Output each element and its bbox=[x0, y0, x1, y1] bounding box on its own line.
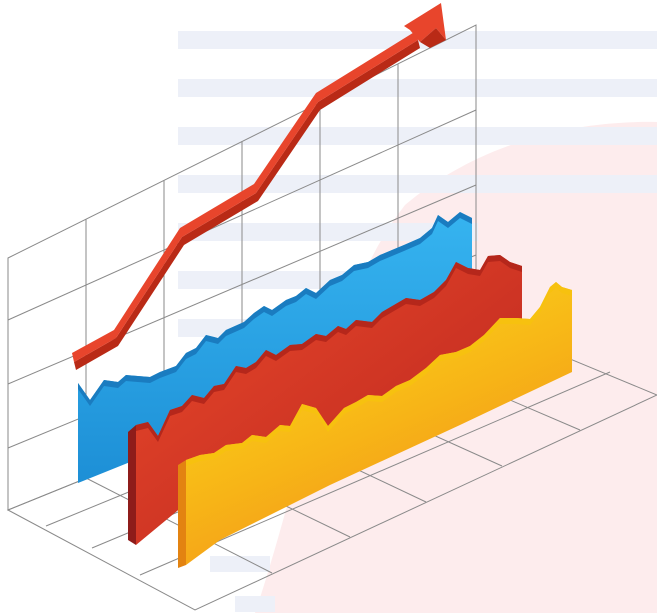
red-series-top bbox=[136, 255, 522, 442]
blue-series-top bbox=[78, 212, 472, 406]
yellow-series-top bbox=[186, 282, 572, 466]
trend-arrow-body bbox=[72, 31, 418, 362]
yellow-series bbox=[178, 282, 572, 568]
trend-arrow-head bbox=[404, 3, 446, 42]
red-series-side bbox=[128, 425, 136, 545]
trend-arrow bbox=[72, 3, 446, 370]
yellow-series-face bbox=[186, 282, 572, 565]
yellow-series-side bbox=[178, 460, 186, 568]
trend-arrow-side bbox=[74, 40, 420, 370]
